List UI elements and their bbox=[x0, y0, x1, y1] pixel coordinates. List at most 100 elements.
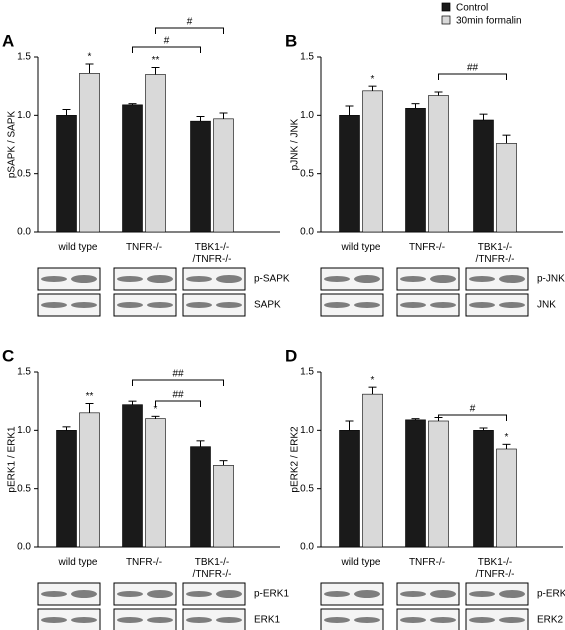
blot-band bbox=[216, 617, 242, 623]
comparison-label: ## bbox=[467, 63, 479, 74]
bar bbox=[190, 446, 211, 548]
blot-band bbox=[354, 302, 380, 308]
bar bbox=[213, 465, 234, 548]
blot-band bbox=[499, 617, 525, 623]
blot-frame bbox=[465, 293, 529, 317]
x-tick-label: wild type bbox=[58, 242, 98, 253]
significance-bracket bbox=[438, 73, 507, 80]
blot-frame bbox=[113, 293, 177, 317]
bar bbox=[496, 448, 517, 548]
blot-band bbox=[71, 302, 97, 308]
y-tick-label: 0.5 bbox=[17, 168, 31, 179]
blot-band bbox=[117, 617, 143, 623]
y-tick-label: 1.0 bbox=[300, 425, 314, 436]
blot-frame bbox=[113, 582, 177, 606]
legend-swatch bbox=[441, 2, 451, 12]
blot-frame bbox=[396, 267, 460, 291]
x-tick-label: TNFR-/- bbox=[125, 557, 163, 568]
blot-band bbox=[324, 302, 350, 308]
blot-frame bbox=[37, 582, 101, 606]
blot-frame bbox=[465, 608, 529, 630]
blot-frame bbox=[113, 267, 177, 291]
blot-frame bbox=[182, 608, 246, 630]
blot-band bbox=[147, 617, 173, 623]
blot-frame bbox=[320, 267, 384, 291]
blot-frame bbox=[37, 267, 101, 291]
bar bbox=[79, 73, 100, 233]
bar bbox=[122, 104, 143, 233]
comparison-label: ## bbox=[172, 369, 184, 380]
blot-band bbox=[430, 617, 456, 623]
bar bbox=[339, 115, 360, 233]
blot-band bbox=[186, 302, 212, 308]
bar bbox=[362, 393, 383, 548]
blot-band bbox=[469, 302, 495, 308]
comparison-label: # bbox=[164, 36, 170, 47]
y-tick-label: 1.0 bbox=[17, 110, 31, 121]
blot-frame bbox=[182, 582, 246, 606]
y-tick-label: 0.0 bbox=[300, 542, 314, 553]
blot-label: p-ERK1 bbox=[254, 589, 289, 600]
blot-band bbox=[430, 275, 456, 283]
x-tick-label: TBK1-/- /TNFR-/- bbox=[475, 557, 515, 580]
blot-label: p-JNK bbox=[537, 274, 565, 285]
blot-band bbox=[400, 302, 426, 308]
bar bbox=[122, 404, 143, 548]
legend-swatch bbox=[441, 15, 451, 25]
blot-band bbox=[469, 617, 495, 623]
significance-bracket bbox=[438, 414, 507, 421]
x-tick-label: TNFR-/- bbox=[125, 242, 163, 253]
blot-frame bbox=[113, 608, 177, 630]
y-tick-label: 1.5 bbox=[17, 52, 31, 63]
x-tick-label: wild type bbox=[58, 557, 98, 568]
bar bbox=[56, 115, 77, 233]
blot-band bbox=[186, 591, 212, 597]
blot-band bbox=[400, 276, 426, 282]
blot-band bbox=[469, 276, 495, 282]
blot-band bbox=[186, 617, 212, 623]
panel-letter: B bbox=[285, 31, 297, 50]
blot-frame bbox=[37, 293, 101, 317]
x-tick-label: TBK1-/- /TNFR-/- bbox=[192, 557, 232, 580]
blot-band bbox=[354, 590, 380, 598]
legend-label: 30min formalin bbox=[456, 16, 522, 27]
bar bbox=[428, 420, 449, 548]
blot-frame bbox=[465, 267, 529, 291]
blot-band bbox=[41, 302, 67, 308]
blot-band bbox=[430, 590, 456, 598]
blot-band bbox=[186, 276, 212, 282]
x-tick-label: TBK1-/- /TNFR-/- bbox=[192, 242, 232, 265]
blot-band bbox=[71, 617, 97, 623]
blot-label: ERK2 bbox=[537, 615, 564, 626]
blot-band bbox=[400, 591, 426, 597]
x-tick-label: TNFR-/- bbox=[408, 557, 446, 568]
comparison-label: ## bbox=[172, 390, 184, 401]
panel-letter: C bbox=[2, 346, 14, 365]
y-tick-label: 1.5 bbox=[300, 367, 314, 378]
blot-band bbox=[41, 591, 67, 597]
bar bbox=[405, 419, 426, 548]
y-tick-label: 0.0 bbox=[17, 542, 31, 553]
y-tick-label: 1.0 bbox=[17, 425, 31, 436]
blot-frame bbox=[396, 582, 460, 606]
blot-frame bbox=[182, 293, 246, 317]
significance-label: * bbox=[371, 74, 375, 85]
blot-band bbox=[147, 590, 173, 598]
comparison-label: # bbox=[470, 404, 476, 415]
y-axis-label: pJNK / JNK bbox=[290, 118, 301, 170]
bar bbox=[145, 418, 166, 548]
blot-frame bbox=[37, 608, 101, 630]
significance-label: * bbox=[154, 404, 158, 415]
significance-label: * bbox=[88, 52, 92, 63]
bar bbox=[213, 118, 234, 233]
blot-band bbox=[117, 302, 143, 308]
blot-band bbox=[71, 590, 97, 598]
bar bbox=[145, 74, 166, 233]
blot-frame bbox=[396, 293, 460, 317]
bar bbox=[362, 90, 383, 233]
panel-letter: A bbox=[2, 31, 14, 50]
blot-band bbox=[216, 590, 242, 598]
y-tick-label: 0.5 bbox=[300, 483, 314, 494]
